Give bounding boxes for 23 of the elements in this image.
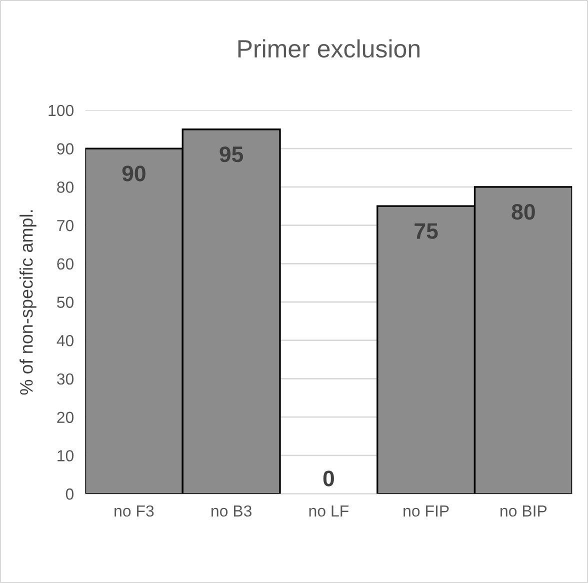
data-label: 80: [512, 204, 535, 220]
data-label: 95: [220, 146, 244, 162]
x-tick-label: no B3: [212, 505, 252, 517]
x-tick-label: no F3: [114, 505, 154, 517]
y-tick-label: 100: [48, 104, 74, 116]
x-tick-label: no FIP: [404, 506, 449, 517]
y-tick-label: 10: [58, 450, 74, 462]
y-tick-label: 40: [56, 334, 74, 346]
y-tick-label: 50: [57, 296, 74, 308]
y-axis-title: % of non-specific ampl.: [20, 210, 36, 395]
y-tick-label: 70: [57, 220, 74, 232]
chart-title: Primer exclusion: [238, 39, 420, 58]
data-label: 90: [122, 166, 146, 182]
y-tick-label: 80: [57, 182, 74, 193]
x-tick-label: no LF: [309, 506, 348, 517]
y-tick-label: 90: [57, 143, 74, 154]
y-tick-label: 20: [57, 412, 74, 424]
data-label: 0: [323, 470, 334, 486]
y-tick-label: 30: [56, 373, 74, 385]
data-label: 75: [414, 223, 438, 239]
x-tick-label: no BIP: [500, 506, 547, 517]
y-tick-label: 60: [57, 258, 74, 270]
y-tick-label: 0: [66, 488, 74, 500]
